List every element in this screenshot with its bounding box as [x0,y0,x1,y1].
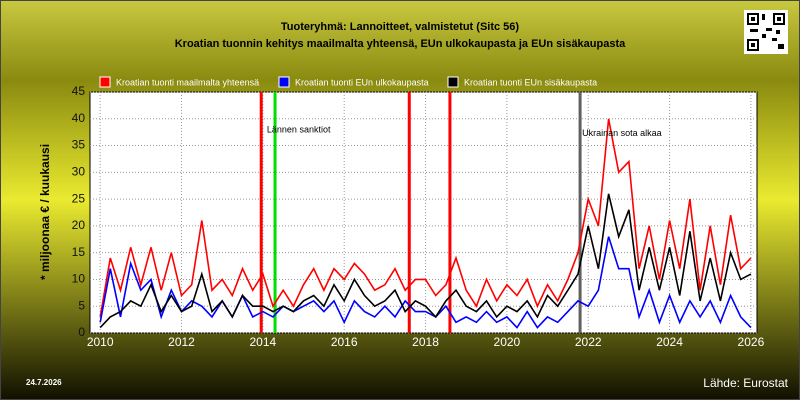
annotation: Ukrainan sota alkaa [582,128,662,138]
x-tick-label: 2024 [656,335,683,349]
x-tick-label: 2012 [168,335,195,349]
x-tick-label: 2010 [87,335,114,349]
legend-label: Kroatian tuonti EUn ulkokaupasta [295,77,429,87]
x-tick-label: 2022 [575,335,602,349]
date: 24.7.2026 [26,378,62,387]
legend-swatch [447,76,459,88]
x-tick-label: 2018 [412,335,439,349]
x-tick-label: 2020 [494,335,521,349]
y-tick-label: 10 [72,272,86,286]
source: Lähde: Eurostat [703,376,788,390]
legend-label: Kroatian tuonti maailmalta yhteensä [116,77,259,87]
legend-swatch [278,76,290,88]
plot-area [89,91,758,334]
y-axis-label: * miljoonaa € / kuukausi [38,144,52,280]
y-tick-label: 25 [72,191,86,205]
y-tick-label: 40 [72,111,86,125]
y-tick-label: 0 [78,325,85,339]
x-tick-label: 2026 [738,335,765,349]
series-line [99,193,752,329]
x-tick-label: 2014 [249,335,276,349]
y-tick-label: 15 [72,245,86,259]
y-tick-label: 45 [72,84,86,98]
chart-title: Tuoteryhmä: Lannoitteet, valmistetut (Si… [281,21,520,33]
legend-label: Kroatian tuonti EUn sisäkaupasta [464,77,597,87]
legend-swatch [99,76,111,88]
x-tick-label: 2016 [331,335,358,349]
chart-subtitle: Kroatian tuonnin kehitys maailmalta yhte… [175,38,626,50]
y-tick-label: 30 [72,165,86,179]
y-tick-label: 35 [72,138,86,152]
qr-code [744,10,788,54]
y-tick-label: 5 [78,298,85,312]
annotation: Lännen sanktiot [267,124,331,134]
series-line [99,118,752,318]
y-tick-label: 20 [72,218,86,232]
series-line [99,236,752,329]
